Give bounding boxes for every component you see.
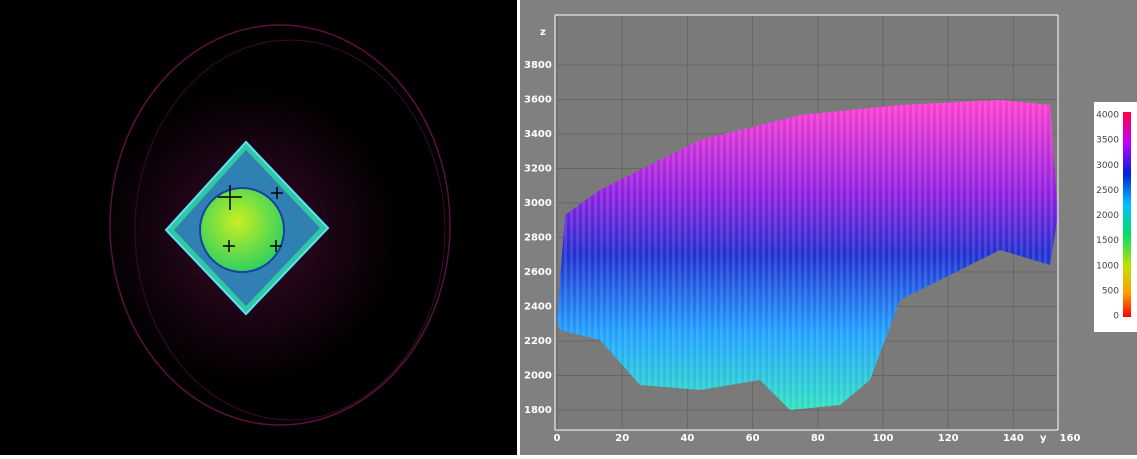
z-tick-label: 3400 bbox=[524, 129, 552, 140]
colorbar-gradient bbox=[1123, 112, 1131, 317]
colorbar-tick-label: 1000 bbox=[1096, 261, 1119, 271]
colorbar-tick-label: 2000 bbox=[1096, 211, 1119, 221]
ring bbox=[134, 39, 446, 421]
z-tick-label: 2600 bbox=[524, 267, 552, 278]
colorbar-tick-label: 3500 bbox=[1096, 136, 1119, 146]
y-tick-label: 60 bbox=[746, 433, 760, 444]
z-ticks: 1800 2000 2200 2400 2600 2800 3000 3200 3400 3600… bbox=[524, 60, 552, 416]
colorbar-tick-label: 4000 bbox=[1096, 111, 1119, 121]
ring bbox=[109, 24, 451, 426]
z-tick-label: 2000 bbox=[524, 371, 552, 382]
colorbar-tick-label: 0 bbox=[1113, 312, 1119, 322]
z-tick-label: 1800 bbox=[524, 405, 552, 416]
colorbar-tick-label: 500 bbox=[1102, 286, 1119, 296]
surface-bars bbox=[557, 100, 1058, 410]
z-axis-label: z bbox=[540, 27, 546, 38]
y-tick-label: 40 bbox=[680, 433, 694, 444]
y-tick-label: 120 bbox=[938, 433, 959, 444]
y-tick-label: 80 bbox=[811, 433, 825, 444]
y-tick-label: 100 bbox=[873, 433, 894, 444]
z-tick-label: 3000 bbox=[524, 198, 552, 209]
colorbar-tick-label: 2500 bbox=[1096, 186, 1119, 196]
z-tick-label: 2200 bbox=[524, 336, 552, 347]
z-tick-label: 2400 bbox=[524, 302, 552, 313]
y-end-label: 160 bbox=[1060, 433, 1081, 444]
y-tick-label: 20 bbox=[615, 433, 629, 444]
colorbar-tick-label: 3000 bbox=[1096, 161, 1119, 171]
y-ticks: 0 20 40 60 80 100 120 140 bbox=[554, 433, 1024, 444]
z-tick-label: 3600 bbox=[524, 95, 552, 106]
disk bbox=[199, 187, 285, 273]
y-axis-label: y bbox=[1040, 433, 1047, 444]
z-tick-label: 3800 bbox=[524, 60, 552, 71]
colorbar-tick-label: 1500 bbox=[1096, 236, 1119, 246]
markers bbox=[218, 185, 283, 252]
z-tick-label: 3200 bbox=[524, 164, 552, 175]
z-tick-label: 2800 bbox=[524, 233, 552, 244]
y-tick-label: 140 bbox=[1003, 433, 1024, 444]
colorbar: 0 500 1000 1500 2000 2500 3000 3500 4000 bbox=[1094, 102, 1137, 332]
y-tick-label: 0 bbox=[554, 433, 561, 444]
